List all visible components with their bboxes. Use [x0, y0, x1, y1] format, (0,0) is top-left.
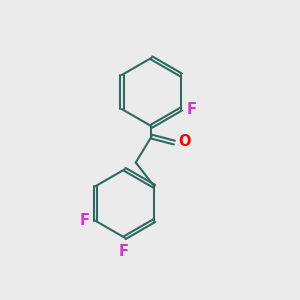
Text: F: F — [186, 102, 197, 117]
Text: F: F — [79, 213, 89, 228]
Text: F: F — [118, 244, 128, 259]
Text: O: O — [178, 134, 191, 149]
